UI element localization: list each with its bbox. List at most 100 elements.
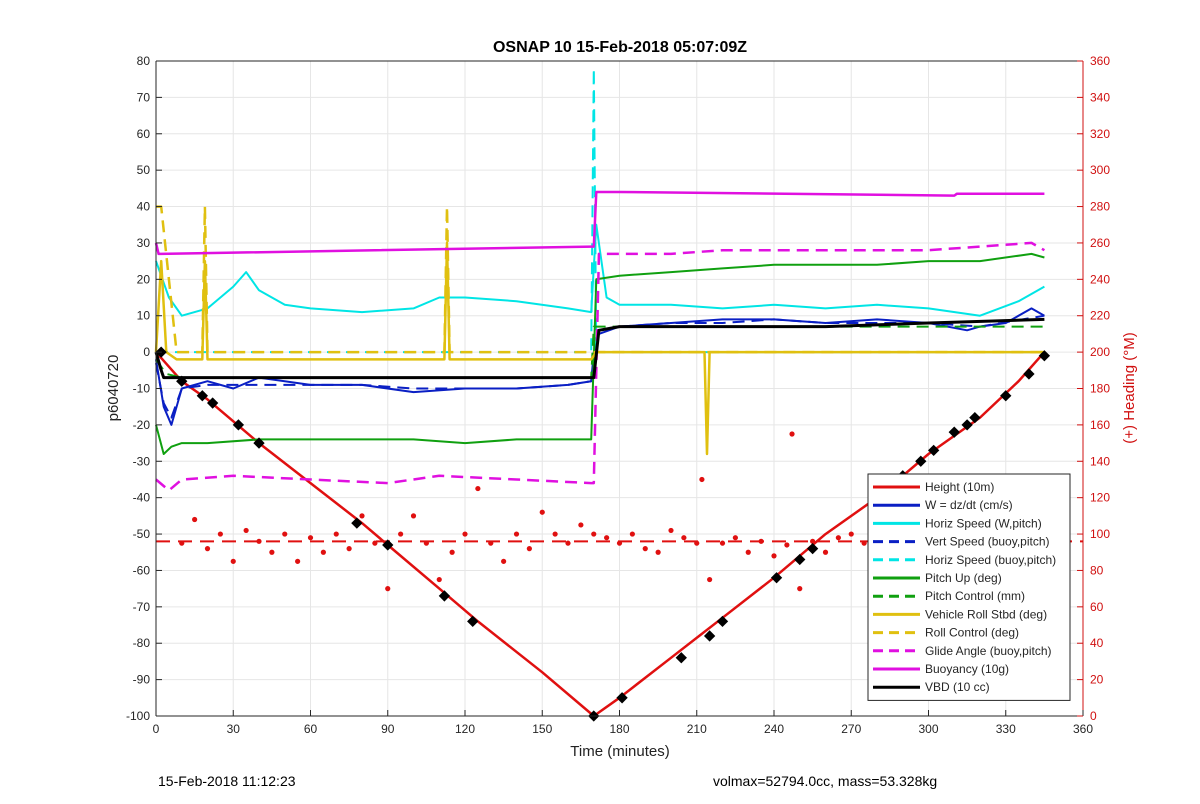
heading-point: [449, 549, 455, 555]
chart-title: OSNAP 10 15-Feb-2018 05:07:09Z: [493, 39, 747, 56]
height-marker: [1038, 350, 1051, 362]
heading-point: [591, 531, 597, 537]
y2-tick-label: 120: [1090, 491, 1110, 505]
heading-point: [835, 535, 841, 541]
height-marker: [438, 590, 451, 602]
y-tick-label: -90: [133, 673, 151, 687]
heading-point: [359, 513, 365, 519]
heading-point: [681, 535, 687, 541]
legend-label: Roll Control (deg): [925, 626, 1019, 640]
height-marker: [961, 419, 973, 431]
x-axis-label: Time (minutes): [570, 743, 669, 760]
height-marker: [196, 390, 209, 402]
heading-point: [307, 535, 314, 541]
heading-point: [256, 538, 262, 544]
heading-point: [616, 540, 623, 546]
legend-label: Horiz Speed (W,pitch): [925, 516, 1042, 530]
y2-tick-label: 80: [1090, 563, 1104, 577]
y-tick-label: -80: [133, 636, 151, 650]
heading-point: [848, 531, 854, 537]
y-tick-label: -50: [133, 527, 151, 541]
heading-point: [539, 509, 545, 515]
height-marker: [716, 615, 729, 628]
x-tick-label: 360: [1073, 722, 1093, 736]
y2-tick-label: 180: [1090, 382, 1110, 396]
y-tick-label: 80: [137, 54, 151, 68]
heading-point: [784, 542, 790, 548]
height-marker: [467, 615, 479, 628]
y2-tick-label: 200: [1090, 345, 1110, 359]
y-tick-label: 10: [137, 309, 151, 323]
y-tick-label: -30: [133, 454, 151, 468]
height-marker: [794, 553, 806, 566]
series-line: [155, 314, 1045, 419]
x-tick-label: 30: [227, 722, 241, 736]
heading-point: [604, 535, 610, 541]
y2-tick-label: 100: [1090, 527, 1110, 541]
height-marker: [382, 539, 394, 551]
heading-point: [423, 540, 429, 546]
heading-point: [565, 540, 571, 546]
heading-point: [526, 546, 532, 552]
heading-point: [192, 516, 198, 523]
axes: 0 30 60 90 120 150 180 210 240 270 300 330 360-100-9…: [126, 54, 1110, 736]
legend-label: Vehicle Roll Stbd (deg): [925, 607, 1047, 621]
heading-point: [642, 546, 648, 552]
legend-label: Pitch Up (deg): [925, 571, 1002, 585]
x-tick-label: 90: [381, 722, 395, 736]
heading-point: [230, 558, 236, 564]
heading-point: [398, 531, 404, 537]
heading-point: [333, 531, 339, 537]
y2-tick-label: 160: [1090, 418, 1110, 432]
height-marker: [703, 630, 716, 642]
y-tick-label: -40: [133, 491, 151, 505]
heading-point: [410, 513, 417, 519]
series-line: [155, 307, 1045, 426]
heading-point: [513, 531, 520, 537]
height-marker: [1023, 368, 1035, 380]
y2-tick-label: 0: [1090, 709, 1097, 723]
height-marker: [232, 419, 245, 431]
y2-tick-label: 220: [1090, 309, 1110, 323]
y2-axis-label: (+) Heading (°M): [1121, 332, 1138, 443]
heading-point: [552, 531, 558, 537]
height-marker: [1000, 390, 1012, 402]
heading-point: [745, 549, 751, 555]
heading-point: [719, 540, 726, 546]
y-tick-label: -70: [133, 600, 151, 614]
heading-point: [668, 527, 674, 534]
x-tick-label: 240: [764, 722, 784, 736]
height-marker: [948, 426, 960, 438]
y-tick-label: 30: [137, 236, 151, 250]
x-tick-label: 180: [609, 722, 629, 736]
y-tick-label: 20: [137, 272, 151, 286]
y-tick-label: 70: [137, 90, 151, 104]
series-line: [154, 317, 1045, 380]
y2-tick-label: 140: [1090, 454, 1110, 468]
y-tick-label: -20: [133, 418, 151, 432]
heading-point: [694, 540, 700, 546]
heading-point: [732, 535, 738, 541]
height-marker: [806, 542, 819, 555]
series-line: [155, 252, 1045, 455]
height-marker: [969, 411, 981, 424]
height-marker: [616, 692, 628, 704]
heading-point: [346, 546, 352, 552]
heading-point: [372, 540, 378, 546]
legend-label: Pitch Control (mm): [925, 589, 1025, 603]
heading-point: [243, 527, 249, 534]
y2-tick-label: 20: [1090, 673, 1104, 687]
legend-label: VBD (10 cc): [925, 680, 990, 694]
x-tick-label: 270: [841, 722, 861, 736]
legend-label: W = dz/dt (cm/s): [925, 498, 1013, 512]
heading-point: [629, 531, 635, 537]
height-marker: [927, 444, 940, 457]
height-marker: [206, 397, 219, 409]
heading-point: [217, 531, 223, 537]
heading-point: [655, 549, 661, 555]
heading-point: [282, 531, 288, 537]
x-tick-label: 60: [304, 722, 318, 736]
heading-point: [204, 546, 211, 552]
heading-point: [462, 531, 468, 537]
y-tick-label: -10: [133, 382, 151, 396]
